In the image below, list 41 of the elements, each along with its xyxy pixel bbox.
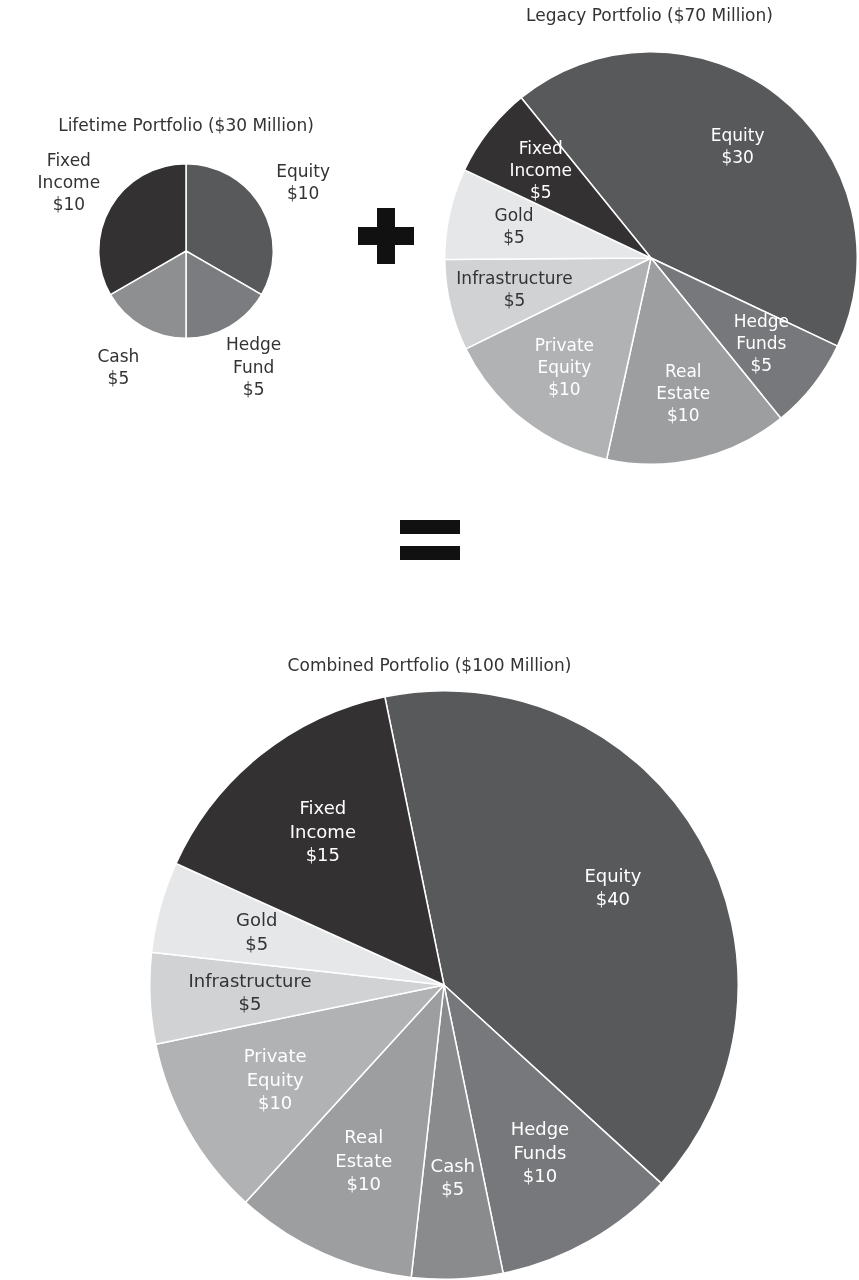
data-label: $5: [529, 181, 552, 202]
data-label: $5: [441, 1178, 465, 1200]
slice-label: Real Estate: [656, 360, 711, 403]
chart-title: Combined Portfolio ($100 Million): [286, 655, 573, 675]
slice-label: Fixed Income: [37, 149, 101, 192]
data-label: $5: [503, 289, 526, 310]
slice-label: Private Equity: [534, 334, 595, 377]
data-label: $10: [52, 193, 86, 214]
slice-label: Private Equity: [243, 1045, 307, 1090]
data-label: $5: [750, 355, 773, 376]
slice-label: Fixed Income: [289, 797, 356, 842]
data-label: $10: [257, 1092, 293, 1113]
slice-label: Real Estate: [335, 1126, 393, 1171]
slice-label: Infrastructure: [456, 267, 573, 288]
slice-label: Infrastructure: [188, 969, 312, 991]
slice-label: Equity: [584, 865, 642, 887]
data-label: $10: [286, 182, 320, 203]
slice-label: Gold: [236, 909, 278, 931]
chart-title: Lifetime Portfolio ($30 Million): [57, 115, 315, 135]
slice-label: Hedge Funds: [733, 310, 789, 354]
data-label: $15: [305, 844, 341, 866]
data-label: $30: [721, 147, 754, 168]
data-label: $10: [667, 405, 700, 426]
data-label: $5: [503, 227, 525, 248]
slice-label: Hedge Fund: [225, 334, 282, 377]
slice-label: Equity: [710, 125, 765, 146]
data-label: $5: [107, 367, 130, 388]
data-label: $5: [245, 932, 269, 954]
slice-label: Equity: [276, 160, 331, 181]
data-label: $5: [238, 993, 262, 1015]
chart-title: Legacy Portfolio ($70 Million): [525, 5, 774, 25]
data-label: $40: [595, 888, 631, 910]
data-label: $10: [522, 1164, 558, 1186]
slice-label: Cash: [97, 345, 140, 366]
data-label: $10: [346, 1172, 381, 1194]
slice-label: Fixed Income: [509, 137, 572, 180]
slice-label: Gold: [494, 205, 534, 226]
data-label: $5: [242, 378, 265, 399]
data-label: $10: [548, 378, 581, 399]
slice-label: Hedge Funds: [510, 1118, 570, 1163]
slice-label: Cash: [430, 1154, 476, 1176]
